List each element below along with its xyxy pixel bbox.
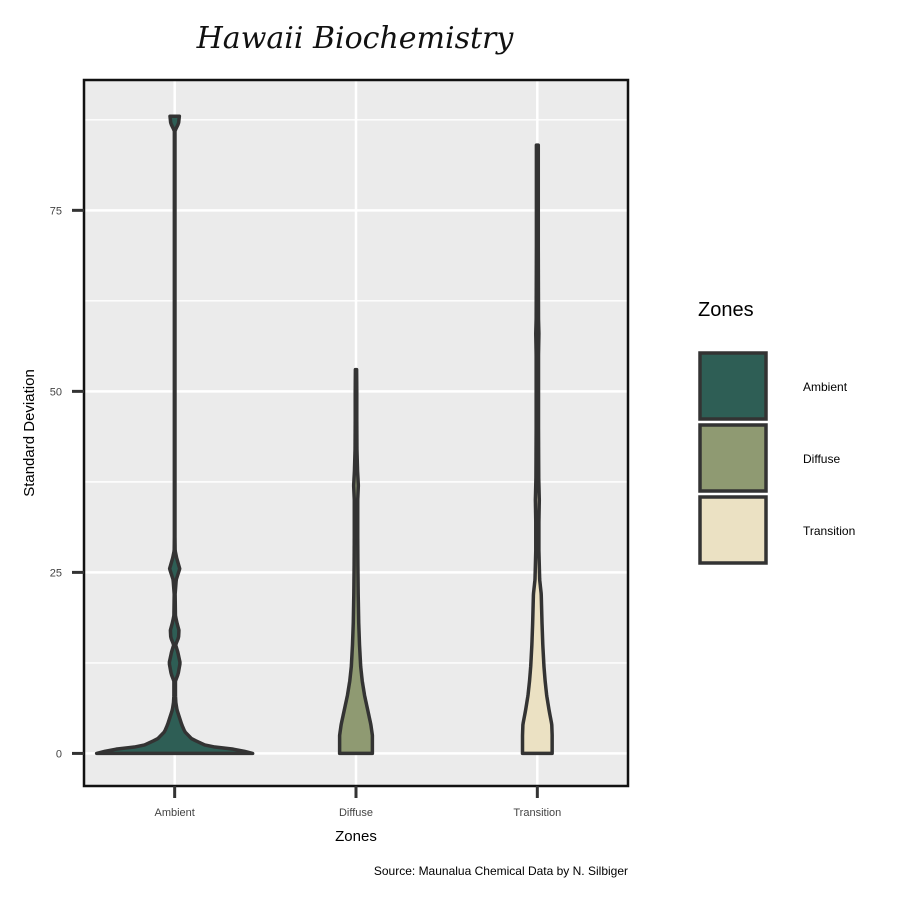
legend-key-diffuse <box>698 423 768 493</box>
y-tick-label: 25 <box>50 567 62 579</box>
x-axis-title: Zones <box>335 828 377 845</box>
x-tick-label: Diffuse <box>339 807 373 819</box>
x-tick-label: Ambient <box>154 807 194 819</box>
legend-label-diffuse: Diffuse <box>803 452 840 466</box>
violin-diffuse <box>337 367 375 756</box>
y-tick-label: 0 <box>56 748 62 760</box>
axes: 0 25 50 75 Ambient Diffuse Transition <box>50 205 562 819</box>
y-tick-label: 75 <box>50 205 62 217</box>
violin-series <box>94 114 554 756</box>
legend-key-transition <box>698 495 768 565</box>
chart-caption: Source: Maunalua Chemical Data by N. Sil… <box>374 864 628 878</box>
legend-label-ambient: Ambient <box>803 380 848 394</box>
y-tick-label: 50 <box>50 386 62 398</box>
violin-ambient <box>94 114 255 756</box>
legend-title: Zones <box>698 299 754 321</box>
legend-label-transition: Transition <box>803 524 855 538</box>
violin-transition <box>520 143 554 756</box>
y-axis-title: Standard Deviation <box>21 369 38 497</box>
legend: Zones Ambient Diffuse Transition <box>698 299 855 565</box>
x-tick-label: Transition <box>513 807 561 819</box>
legend-key-ambient <box>698 351 768 421</box>
chart-title: Hawaii Biochemistry <box>196 21 515 56</box>
